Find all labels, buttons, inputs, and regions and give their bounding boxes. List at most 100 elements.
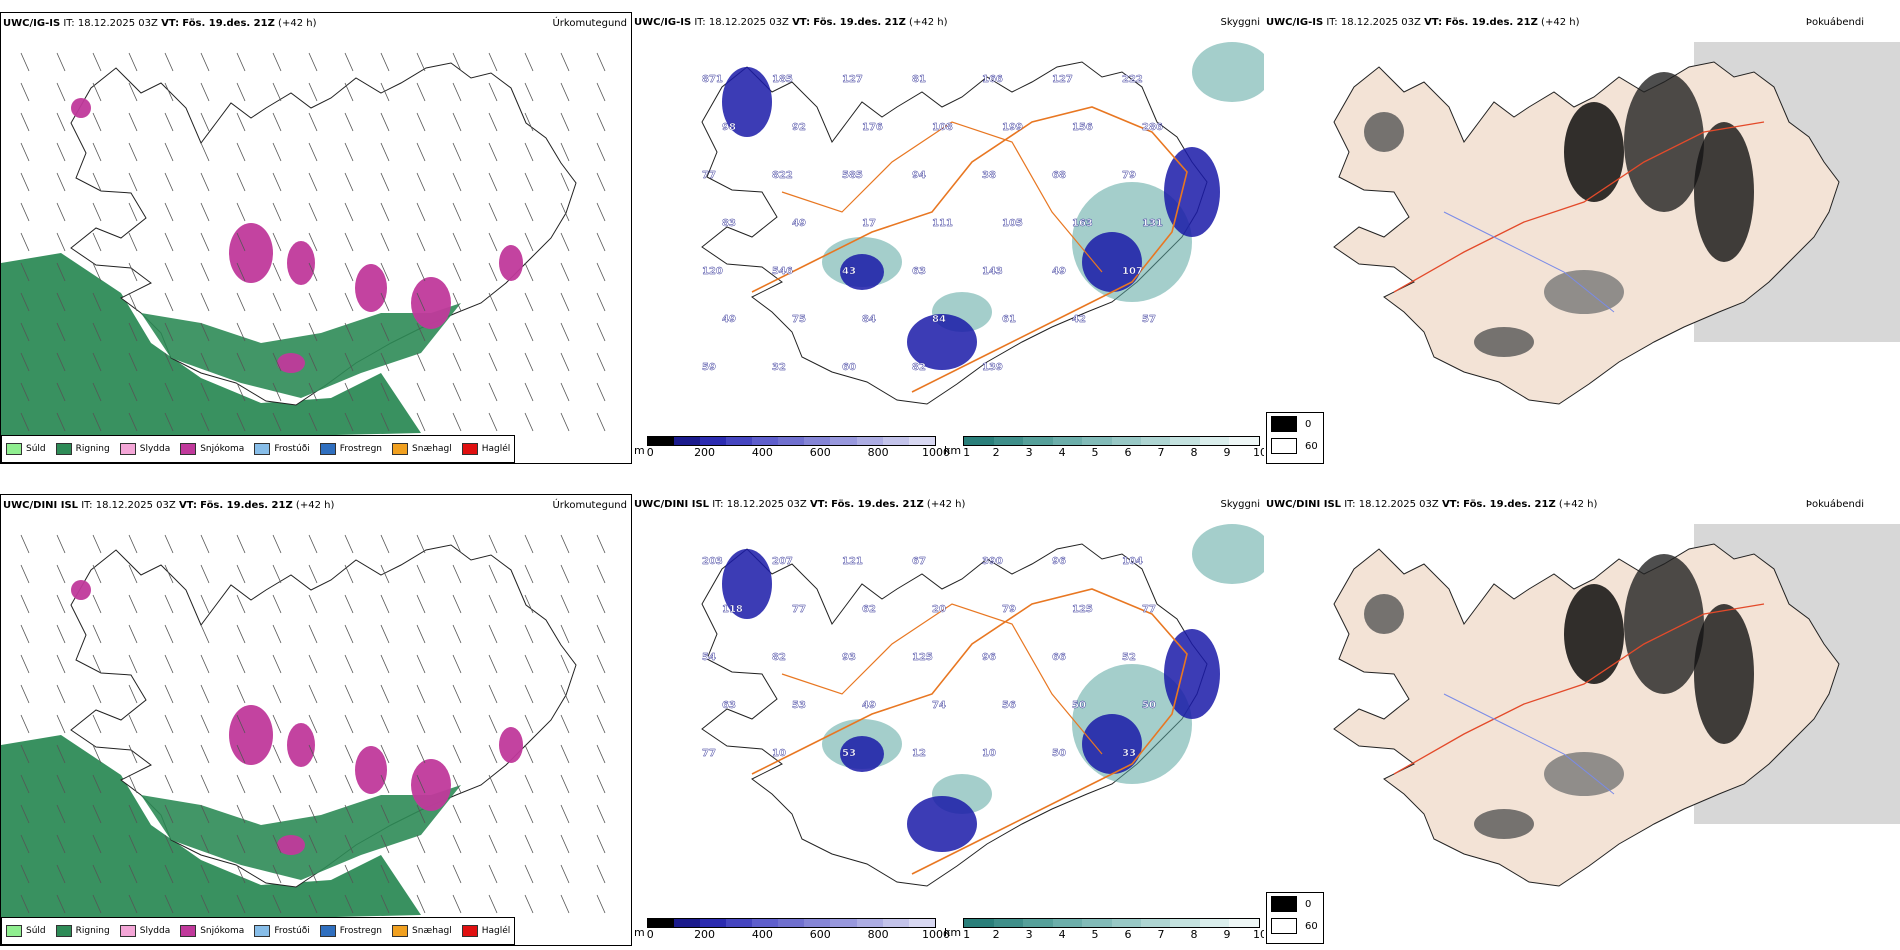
elevation-area bbox=[1164, 147, 1220, 237]
wind-barb bbox=[488, 292, 498, 312]
legend-label: Haglél bbox=[481, 444, 511, 454]
wind-barb bbox=[128, 262, 138, 282]
wind-barb bbox=[452, 382, 462, 402]
wind-barb bbox=[380, 322, 390, 342]
road-network bbox=[751, 588, 1188, 875]
fog-area bbox=[1564, 102, 1624, 202]
wind-barb bbox=[344, 714, 354, 734]
wind-barb bbox=[560, 564, 570, 584]
model-name: UWC/DINI ISL bbox=[1266, 499, 1342, 510]
colorbar-tick: 4 bbox=[1058, 928, 1066, 941]
visibility-label: 38 bbox=[982, 170, 996, 181]
visibility-label: 185 bbox=[772, 74, 793, 85]
visibility-label: 61 bbox=[1002, 314, 1016, 325]
visibility-map: 871 185 127 81 166 127 222 98 92 176 108 199 156 286 7… bbox=[701, 42, 1264, 405]
wind-barb bbox=[56, 894, 66, 914]
wind-barb bbox=[344, 594, 354, 614]
wind-barb bbox=[344, 202, 354, 222]
model-name: UWC/DINI ISL bbox=[634, 499, 710, 510]
panel-header: UWC/IG-IS IT: 18.12.2025 03Z VT: Fös. 19… bbox=[1, 13, 631, 35]
visibility-label: 77 bbox=[1142, 604, 1156, 615]
wind-barb bbox=[200, 624, 210, 644]
wind-barb bbox=[56, 654, 66, 674]
wind-barb bbox=[272, 714, 282, 734]
elevation-area bbox=[840, 254, 884, 290]
visibility-label: 585 bbox=[842, 170, 863, 181]
legend-swatch bbox=[461, 443, 478, 455]
wind-barb bbox=[20, 774, 30, 794]
visibility-label: 207 bbox=[772, 556, 793, 567]
colorbar-cell bbox=[908, 919, 935, 927]
wind-barb bbox=[272, 292, 282, 312]
visibility-layer: 871 185 127 81 166 127 222 98 92 176 108 199 156 286 7… bbox=[701, 42, 1264, 405]
wind-barb bbox=[272, 112, 282, 132]
colorbar-cell bbox=[1082, 437, 1112, 445]
wind-barb bbox=[344, 412, 354, 432]
visibility-label: 156 bbox=[1072, 122, 1093, 133]
visibility-label: 96 bbox=[1052, 556, 1066, 567]
precip-legend-item: Frostúði bbox=[254, 443, 310, 455]
wind-barb bbox=[344, 172, 354, 192]
precip-legend-item: Frostúði bbox=[254, 925, 310, 937]
wind-barb bbox=[200, 322, 210, 342]
wind-barb bbox=[164, 82, 174, 102]
wind-barb bbox=[380, 834, 390, 854]
wind-barb bbox=[524, 352, 534, 372]
wind-barb bbox=[596, 774, 606, 794]
wind-barb bbox=[272, 744, 282, 764]
wind-barb bbox=[56, 382, 66, 402]
colorbar-cell bbox=[830, 919, 857, 927]
wind-barb bbox=[92, 894, 102, 914]
legend-swatch bbox=[461, 925, 478, 937]
wind-barb bbox=[416, 804, 426, 824]
wind-barb bbox=[344, 52, 354, 72]
wind-barb bbox=[308, 714, 318, 734]
wind-barb bbox=[308, 292, 318, 312]
wind-barb bbox=[344, 804, 354, 824]
colorbar-cell bbox=[1023, 437, 1053, 445]
wind-barb bbox=[524, 292, 534, 312]
wind-barb bbox=[308, 774, 318, 794]
colorbar-tick: 0 bbox=[646, 928, 654, 941]
colorbar-cell bbox=[778, 437, 805, 445]
wind-barb bbox=[92, 624, 102, 644]
wind-barb bbox=[596, 412, 606, 432]
snow-area bbox=[499, 245, 523, 281]
it-value: 18.12.2025 03Z bbox=[708, 17, 789, 28]
wind-barb bbox=[20, 232, 30, 252]
wind-barb bbox=[164, 292, 174, 312]
colorbar-cell bbox=[726, 437, 753, 445]
visibility-label: 20 bbox=[932, 604, 946, 615]
wind-barb bbox=[416, 894, 426, 914]
wind-barb bbox=[560, 352, 570, 372]
visibility-label: 120 bbox=[702, 266, 723, 277]
wind-barb bbox=[308, 262, 318, 282]
wind-barb bbox=[308, 202, 318, 222]
vt-value: Fös. 19.des. 21Z bbox=[200, 500, 293, 511]
lead-time: (+42 h) bbox=[278, 18, 317, 29]
wind-barb bbox=[236, 714, 246, 734]
wind-barb bbox=[380, 52, 390, 72]
wind-barb bbox=[308, 744, 318, 764]
wind-barb bbox=[272, 594, 282, 614]
wind-barb bbox=[416, 112, 426, 132]
wind-barb bbox=[20, 52, 30, 72]
wind-barb bbox=[452, 894, 462, 914]
colorbar-tick: 1000 bbox=[922, 928, 950, 941]
panel-title: Skyggni bbox=[1220, 499, 1260, 510]
legend-swatch bbox=[254, 443, 271, 455]
wind-barb bbox=[272, 654, 282, 674]
wind-barb bbox=[380, 382, 390, 402]
snow-area bbox=[71, 580, 91, 600]
wind-barb bbox=[524, 594, 534, 614]
wind-barb bbox=[344, 684, 354, 704]
wind-barb bbox=[416, 82, 426, 102]
it-label: IT: bbox=[1344, 499, 1356, 510]
wind-barb bbox=[56, 352, 66, 372]
wind-barb bbox=[560, 864, 570, 884]
wind-barb bbox=[524, 744, 534, 764]
wind-barb bbox=[344, 352, 354, 372]
visibility-colorbar: km 1 2 3 4 5 6 7 8 9 10 bbox=[944, 436, 1264, 460]
wind-barb bbox=[452, 774, 462, 794]
wind-barb bbox=[56, 82, 66, 102]
